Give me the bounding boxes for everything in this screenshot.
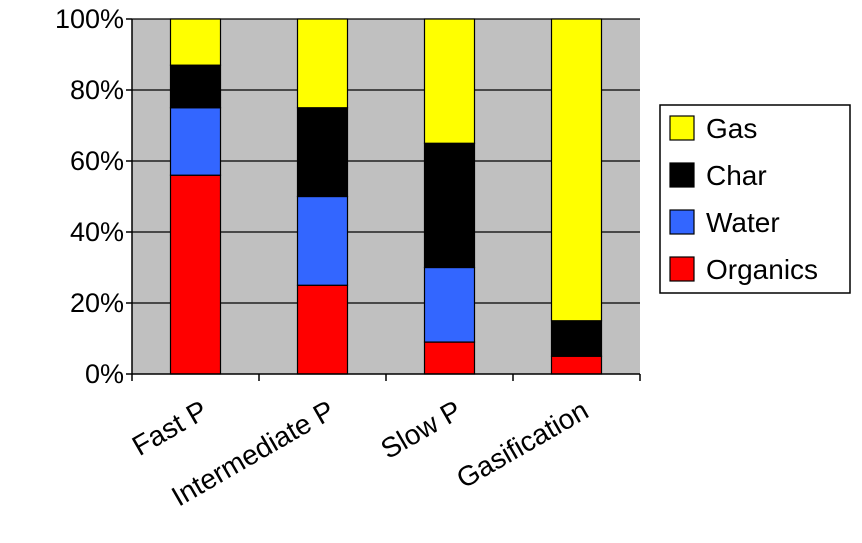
legend-label-organics: Organics bbox=[706, 254, 818, 285]
y-tick-label: 40% bbox=[70, 217, 124, 247]
y-tick-label: 60% bbox=[70, 146, 124, 176]
bar-gas-intermediate-p bbox=[296, 18, 349, 109]
bars bbox=[169, 18, 603, 375]
bar-gas-fast-p bbox=[169, 18, 222, 66]
bar-organics-gasification bbox=[550, 355, 603, 375]
axes bbox=[126, 18, 641, 381]
bar-water-intermediate-p bbox=[296, 195, 349, 286]
y-tick-label: 20% bbox=[70, 288, 124, 318]
legend-swatch-gas bbox=[669, 115, 695, 141]
bar-organics-fast-p bbox=[169, 174, 222, 375]
legend-label-water: Water bbox=[706, 207, 780, 238]
bar-gas-gasification bbox=[550, 18, 603, 322]
y-tick-label: 100% bbox=[55, 4, 124, 34]
legend-label-gas: Gas bbox=[706, 113, 757, 144]
legend: Gas Char Water Organics bbox=[659, 104, 851, 294]
bar-organics-intermediate-p bbox=[296, 284, 349, 375]
legend-label-char: Char bbox=[706, 160, 767, 191]
bar-char-fast-p bbox=[169, 64, 222, 109]
x-tick-label: Fast P bbox=[127, 394, 213, 461]
bar-char-intermediate-p bbox=[296, 107, 349, 198]
y-tick-label: 80% bbox=[70, 75, 124, 105]
legend-swatch-char bbox=[669, 162, 695, 188]
bar-char-slow-p bbox=[423, 142, 476, 269]
y-tick-label: 0% bbox=[85, 359, 124, 389]
y-tick-labels: 0% 20% 40% 60% 80% 100% bbox=[55, 4, 124, 389]
bar-organics-slow-p bbox=[423, 341, 476, 375]
bar-water-slow-p bbox=[423, 266, 476, 343]
bar-char-gasification bbox=[550, 320, 603, 357]
bar-gas-slow-p bbox=[423, 18, 476, 144]
bar-water-fast-p bbox=[169, 107, 222, 176]
legend-swatch-organics bbox=[669, 256, 695, 282]
x-tick-label: Slow P bbox=[376, 394, 467, 464]
x-tick-label: Gasification bbox=[451, 394, 593, 494]
legend-swatch-water bbox=[669, 209, 695, 235]
